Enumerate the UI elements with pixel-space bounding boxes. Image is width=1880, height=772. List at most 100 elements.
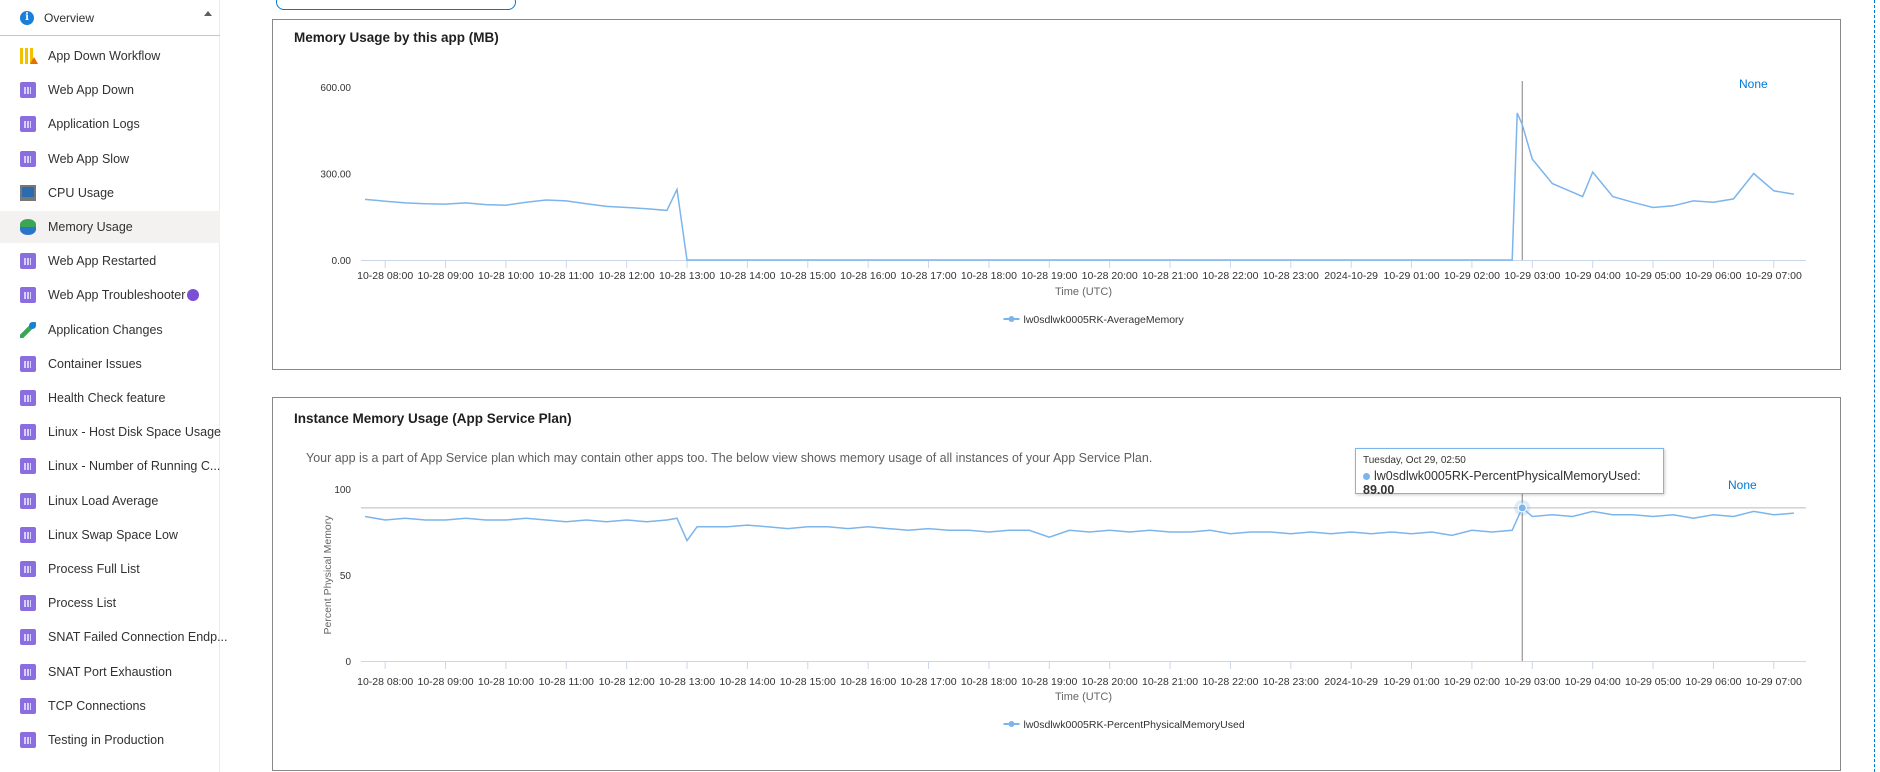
sidebar-item-label: TCP Connections (48, 698, 146, 713)
sidebar-item[interactable]: SNAT Port Exhaustion (0, 656, 220, 688)
diagnostic-report-icon (20, 492, 36, 509)
preview-badge-icon (187, 289, 200, 302)
sidebar-item-label: Application Logs (48, 117, 140, 132)
hover-point (1517, 503, 1527, 513)
sidebar-item[interactable]: Linux Swap Space Low (0, 519, 220, 551)
sidebar-item-label: Web App Slow (48, 151, 130, 166)
legend-none-link[interactable]: None (1739, 77, 1768, 91)
x-tick-label: 10-29 04:00 (1565, 676, 1621, 688)
x-tick-label: 10-29 04:00 (1565, 270, 1621, 282)
sidebar-item[interactable]: TCP Connections (0, 690, 220, 722)
x-tick-label: 10-28 08:00 (357, 676, 413, 688)
monitor-icon (20, 184, 36, 201)
sidebar-item[interactable]: SNAT Failed Connection Endp... (0, 621, 228, 653)
sidebar-item-label: Testing in Production (48, 733, 165, 747)
memory-icon (20, 219, 36, 235)
legend-item: lw0sdlwk0005RK-PercentPhysicalMemoryUsed (1024, 719, 1245, 731)
sidebar-item[interactable]: Process Full List (0, 553, 220, 585)
sidebar-item[interactable]: Linux Load Average (0, 485, 220, 517)
sidebar-item-label: SNAT Failed Connection Endp... (48, 630, 228, 645)
x-tick-label: 10-28 18:00 (961, 270, 1017, 282)
focus-outline (1874, 0, 1875, 772)
x-axis-title: Time (UTC) (1055, 286, 1112, 298)
sidebar-item-label: Process List (48, 596, 117, 611)
sidebar-item-label: Web App Restarted (48, 254, 157, 269)
diagnostic-report-icon (20, 561, 36, 577)
legend-marker (1008, 721, 1015, 727)
sidebar-item[interactable]: Testing in Production (0, 724, 220, 756)
sidebar-item[interactable]: Application Logs (0, 108, 220, 140)
sidebar-item[interactable]: Memory Usage (0, 211, 220, 243)
sidebar-item-label: Container Issues (48, 356, 142, 371)
x-tick-label: 10-28 18:00 (961, 676, 1017, 688)
chart-svg: 0 50 100 10-28 08:00 10-28 09:00 10-28 10:00 1… (322, 483, 1806, 731)
x-tick-label: 10-28 17:00 (901, 270, 957, 282)
diagnostic-report-icon (20, 458, 36, 475)
x-tick-label: 10-29 02:00 (1444, 270, 1500, 282)
sidebar-item-label: Linux Swap Space Low (48, 527, 178, 542)
y-tick-label: 50 (340, 571, 352, 582)
x-tick-label: 10-28 13:00 (659, 676, 715, 688)
sidebar-item[interactable]: Health Check feature (0, 382, 220, 414)
tooltip-value: 89.00 (1363, 483, 1395, 497)
y-tick-label: 300.00 (320, 170, 351, 181)
diagnostic-report-icon (20, 629, 36, 646)
diagnostic-report-icon (20, 82, 36, 99)
sidebar-item[interactable]: Application Changes (0, 314, 220, 346)
tooltip-series: lw0sdlwk0005RK-PercentPhysicalMemoryUsed… (1374, 469, 1641, 483)
memory-usage-chart-card: 0.00 300.00 600.00 10-28 08:00 10-28 09:00 10… (272, 19, 1841, 370)
changes-icon (20, 321, 36, 338)
x-tick-label: 10-29 05:00 (1625, 270, 1681, 282)
x-tick-label: 10-28 21:00 (1142, 270, 1198, 282)
x-tick-label: 10-28 20:00 (1082, 676, 1138, 688)
sidebar-item[interactable]: Web App Slow (0, 143, 220, 175)
x-tick-label: 10-28 13:00 (659, 270, 715, 282)
partial-button[interactable] (276, 0, 516, 10)
sidebar-item[interactable]: App Down Workflow (0, 40, 220, 72)
sidebar-item-label: Web App Troubleshooter (48, 288, 186, 303)
sidebar-item[interactable]: Web App Restarted (0, 245, 220, 277)
sidebar-item-overview[interactable]: i Overview (0, 0, 220, 36)
sidebar-item-label: Overview (44, 10, 95, 25)
x-tick-label: 2024-10-29 (1324, 676, 1378, 688)
diagnostic-report-icon (20, 424, 36, 441)
x-tick-label: 10-28 19:00 (1021, 270, 1077, 282)
x-tick-label: 10-29 07:00 (1746, 270, 1802, 282)
x-tick-label: 10-28 16:00 (840, 270, 896, 282)
legend-none-link[interactable]: None (1728, 478, 1757, 492)
x-tick-label: 10-28 15:00 (780, 270, 836, 282)
sidebar-item[interactable]: Web App Troubleshooter (0, 279, 220, 311)
x-tick-label: 2024-10-29 (1324, 270, 1378, 282)
x-tick-label: 10-28 20:00 (1082, 270, 1138, 282)
series-line (364, 506, 1794, 543)
sidebar-item[interactable]: Process List (0, 587, 220, 619)
x-tick-label: 10-28 12:00 (599, 676, 655, 688)
chart-title: Instance Memory Usage (App Service Plan) (294, 411, 572, 426)
legend-marker (1008, 316, 1015, 322)
chart-tooltip: Tuesday, Oct 29, 02:50 lw0sdlwk0005RK-Per… (1355, 448, 1664, 497)
y-tick-label: 600.00 (320, 83, 351, 94)
chart-svg: 0.00 300.00 600.00 10-28 08:00 10-28 09:00 10… (320, 81, 1806, 326)
sidebar-item-label: CPU Usage (48, 185, 114, 200)
x-tick-label: 10-28 14:00 (719, 270, 775, 282)
x-tick-label: 10-28 23:00 (1263, 676, 1319, 688)
sidebar-item[interactable]: CPU Usage (0, 177, 220, 209)
sidebar-item[interactable]: Linux - Number of Running C... (0, 450, 220, 482)
x-tick-label: 10-29 01:00 (1384, 270, 1440, 282)
tooltip-date: Tuesday, Oct 29, 02:50 (1363, 455, 1466, 466)
x-tick-label: 10-29 05:00 (1625, 676, 1681, 688)
x-tick-label: 10-28 22:00 (1202, 270, 1258, 282)
scroll-up-icon[interactable] (204, 11, 212, 16)
sidebar-item-label: Process Full List (48, 562, 140, 576)
legend-item: lw0sdlwk0005RK-AverageMemory (1024, 314, 1185, 326)
sidebar-item[interactable]: Web App Down (0, 74, 220, 106)
diagnostic-report-icon (20, 355, 36, 372)
x-tick-label: 10-28 16:00 (840, 676, 896, 688)
x-tick-label: 10-28 23:00 (1263, 270, 1319, 282)
y-tick-label: 0 (345, 657, 351, 668)
chart-title: Memory Usage by this app (MB) (294, 30, 499, 45)
x-tick-label: 10-28 12:00 (599, 270, 655, 282)
diagnostic-report-icon (20, 697, 36, 714)
sidebar-item[interactable]: Container Issues (0, 348, 220, 380)
sidebar-item[interactable]: Linux - Host Disk Space Usage (0, 416, 221, 448)
